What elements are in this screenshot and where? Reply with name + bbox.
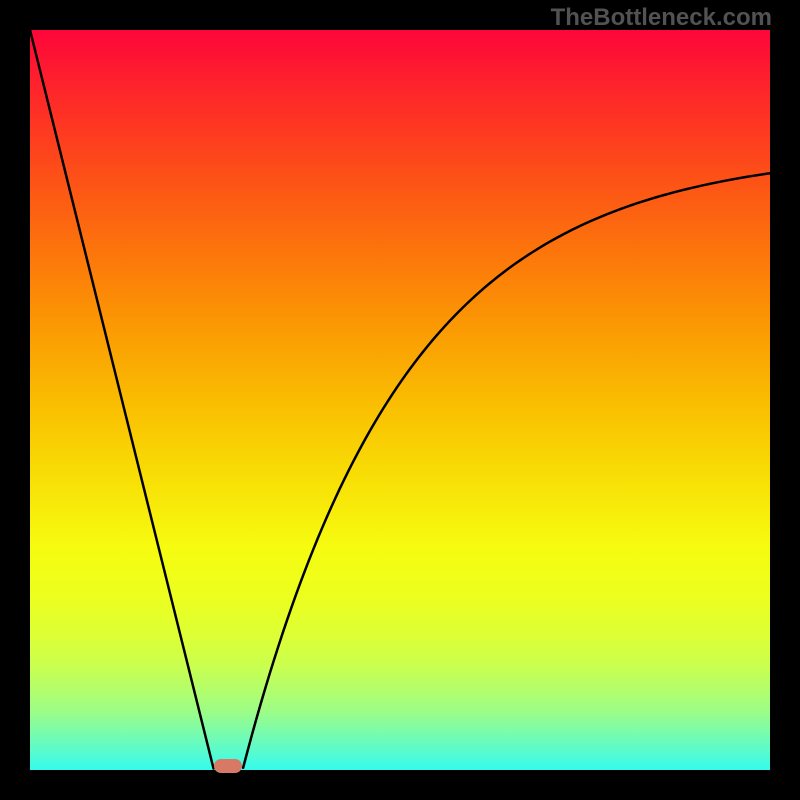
- watermark-text: TheBottleneck.com: [551, 4, 772, 32]
- minimum-marker: [214, 759, 242, 773]
- gradient-background: [30, 30, 770, 770]
- plot-area: [30, 30, 770, 770]
- chart-container: TheBottleneck.com: [0, 0, 800, 800]
